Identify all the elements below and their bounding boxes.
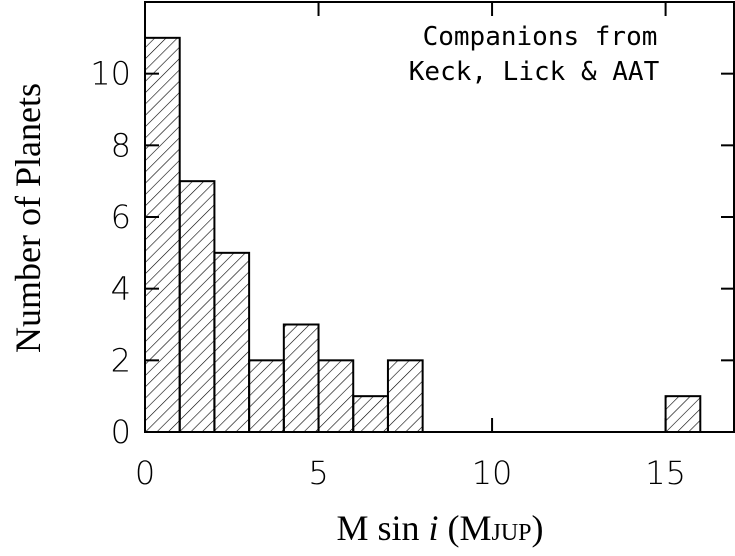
- bar: [282, 323, 320, 433]
- y-tick-label: 8: [111, 126, 131, 164]
- x-label-part: i: [428, 508, 438, 548]
- bar: [144, 36, 181, 433]
- y-tick-label: 2: [111, 341, 131, 379]
- x-tick-label: 0: [135, 454, 155, 492]
- annotation: Companions from: [423, 22, 658, 52]
- annotation: Keck, Lick & AAT: [409, 57, 660, 87]
- x-label-part: M sin: [336, 508, 419, 548]
- bar: [248, 359, 285, 434]
- bar: [317, 359, 355, 434]
- x-label-part: JUP: [492, 520, 532, 546]
- bar: [352, 395, 389, 433]
- y-tick-label: 0: [111, 413, 131, 451]
- y-tick-label: 4: [111, 270, 131, 308]
- x-tick-label: 15: [645, 454, 686, 492]
- bar: [664, 395, 702, 433]
- y-tick-label: 6: [111, 198, 131, 236]
- y-axis-label: Number of Planets: [8, 83, 48, 353]
- x-label-part: ): [532, 508, 544, 548]
- x-axis-label: M sin i (MJUP): [336, 508, 543, 548]
- y-tick-label: 10: [90, 55, 131, 93]
- bar: [386, 359, 424, 434]
- x-tick-label: 5: [308, 454, 328, 492]
- bar: [213, 251, 251, 433]
- bar: [178, 180, 216, 433]
- x-tick-label: 10: [472, 454, 513, 492]
- x-label-part: (M: [448, 508, 492, 548]
